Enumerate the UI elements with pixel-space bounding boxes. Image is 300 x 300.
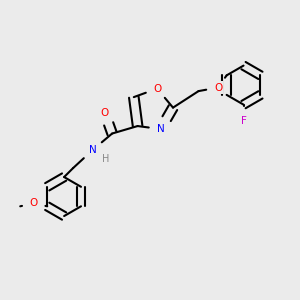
Text: O: O: [214, 82, 222, 92]
Text: N: N: [89, 145, 97, 155]
Text: F: F: [241, 116, 247, 126]
Text: O: O: [100, 107, 109, 118]
Text: O: O: [153, 84, 161, 94]
Text: N: N: [157, 124, 164, 134]
Text: O: O: [30, 198, 38, 208]
Text: H: H: [102, 154, 110, 164]
